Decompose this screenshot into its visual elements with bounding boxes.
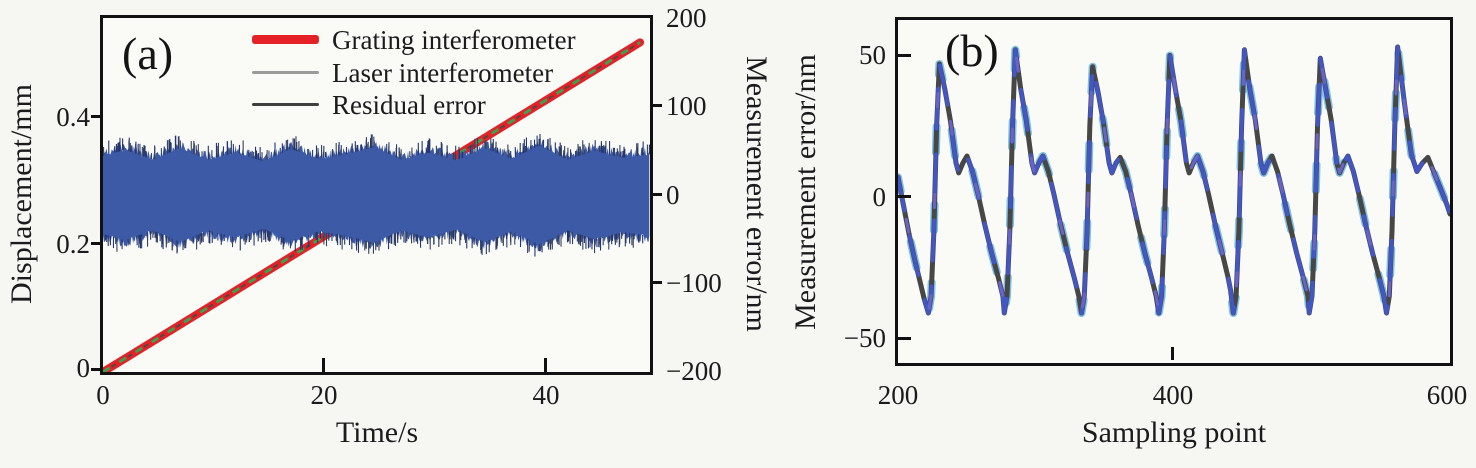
tick-a-x-20 — [322, 358, 325, 375]
b-x-tick-400: 400 — [1152, 380, 1194, 410]
tick-a-right-100 — [650, 104, 662, 107]
legend-line-residual-icon — [252, 103, 319, 106]
a-x-tick-40: 40 — [532, 380, 560, 410]
a-yleft-tick-0: 0 — [76, 353, 91, 383]
b-y-tick-0: 0 — [872, 182, 887, 212]
a-yleft-tick-0.2: 0.2 — [56, 229, 90, 259]
a-x-tick-20: 20 — [310, 380, 338, 410]
legend-label-grating: Grating interferometer — [332, 25, 576, 55]
panel-a-chart-svg — [103, 38, 650, 372]
b-y-tick-50: 50 — [859, 40, 886, 70]
legend-label-laser: Laser interferometer — [332, 58, 554, 88]
tick-a-right-n100 — [650, 281, 662, 284]
a-yright-tick-0: 0 — [666, 180, 680, 210]
b-x-tick-200: 200 — [877, 380, 919, 410]
legend-line-laser-icon — [252, 71, 319, 74]
b-y-tick-n50: −50 — [843, 323, 886, 353]
panel-b-chart-svg — [898, 43, 1450, 317]
tick-a-left-0p2 — [91, 242, 103, 245]
tick-a-x-40 — [544, 358, 547, 375]
a-x-axis-title: Time/s — [335, 416, 419, 449]
panel-b-plot-area — [895, 17, 1453, 366]
a-yright-tick-n100: −100 — [666, 268, 722, 298]
panel-a-marker: (a) — [122, 28, 174, 79]
tick-a-left-0p4 — [91, 115, 103, 118]
a-yright-tick-n200: −200 — [666, 356, 722, 386]
a-x-tick-0: 0 — [96, 380, 110, 410]
tick-a-left-0 — [91, 368, 103, 371]
tick-a-right-0 — [650, 193, 662, 196]
legend-line-grating-icon — [252, 35, 319, 44]
a-yright-axis-title: Measurement error/nm — [740, 56, 773, 332]
a-yright-tick-100: 100 — [666, 91, 707, 121]
b-x-axis-title: Sampling point — [1081, 416, 1267, 449]
a-yleft-tick-0.4: 0.4 — [56, 102, 90, 132]
a-yright-tick-200: 200 — [666, 3, 707, 33]
b-y-axis-title: Measurement error/nm — [789, 54, 822, 330]
panel-a-plot-area — [100, 15, 653, 375]
b-x-tick-600: 600 — [1426, 380, 1468, 410]
tick-b-left-0 — [898, 195, 911, 198]
legend-label-residual: Residual error — [332, 90, 486, 120]
panel-b-marker: (b) — [945, 25, 999, 76]
a-yleft-axis-title: Displacement/mm — [5, 84, 38, 304]
tick-b-left-50 — [898, 54, 911, 57]
tick-b-x-400 — [1171, 347, 1174, 360]
tick-b-left-n50 — [898, 337, 911, 340]
